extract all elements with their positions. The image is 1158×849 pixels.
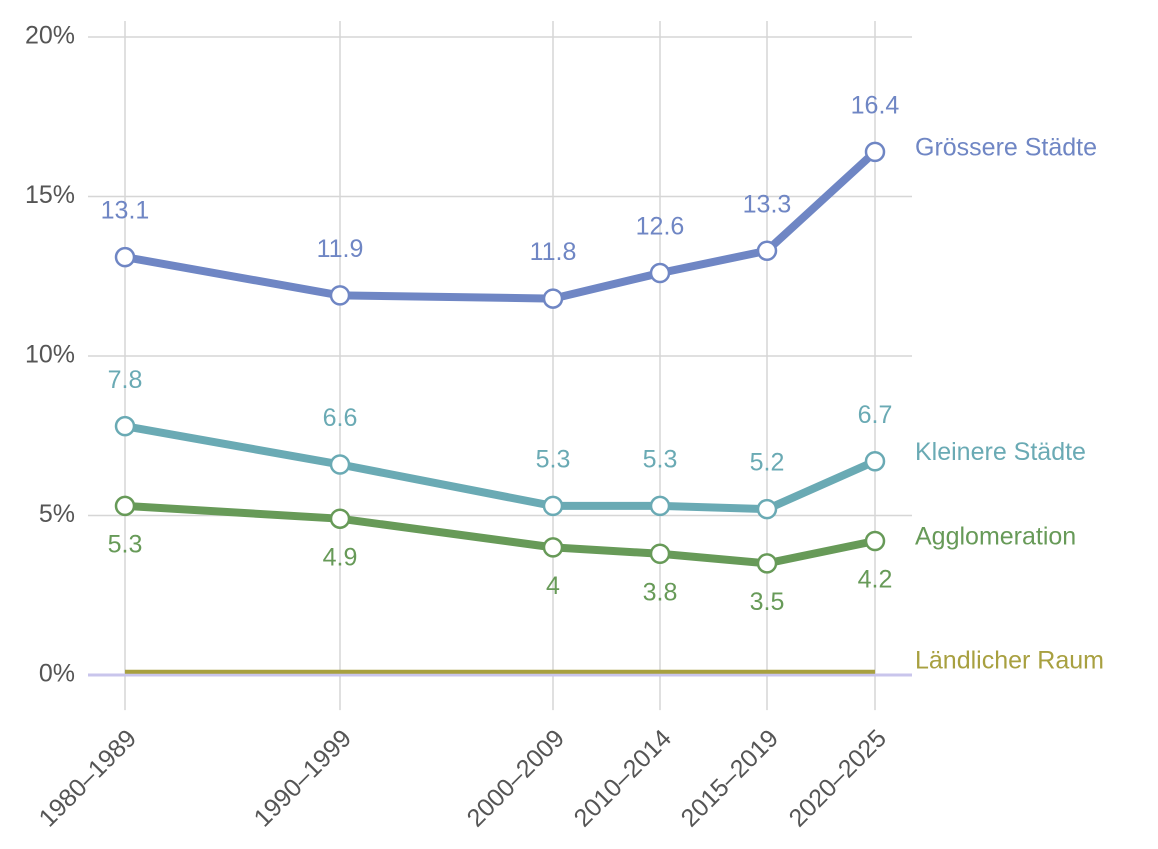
marker: [756, 240, 778, 261]
y-tick-label: 5%: [39, 500, 75, 528]
series-line: [124, 148, 878, 303]
marker: [542, 537, 564, 558]
data-label: 3.5: [750, 588, 785, 616]
marker: [542, 495, 564, 517]
marker: [114, 495, 136, 517]
data-label: 12.6: [636, 213, 685, 241]
data-label: 5.3: [108, 531, 143, 559]
data-label: 5.3: [643, 446, 678, 474]
marker: [114, 246, 136, 268]
series-label: Kleinere Städte: [915, 438, 1086, 466]
marker: [649, 543, 671, 565]
series-label: Agglomeration: [915, 523, 1076, 551]
x-tick-label: 2010–2014: [569, 724, 677, 832]
series-line: [124, 501, 876, 568]
data-label: 6.7: [858, 401, 893, 429]
series-label: Grössere Städte: [915, 133, 1097, 161]
marker: [649, 262, 671, 284]
y-tick-label: 15%: [25, 181, 75, 209]
data-label: 4.9: [323, 543, 358, 571]
marker: [864, 530, 886, 552]
x-tick-label: 2020–2025: [784, 724, 892, 832]
x-tick-label: 2000–2009: [462, 724, 570, 832]
marker: [864, 141, 886, 163]
data-label: 4.2: [858, 566, 893, 594]
marker: [114, 415, 136, 437]
marker: [329, 285, 351, 306]
marker: [329, 454, 351, 475]
marker: [542, 288, 564, 309]
data-label: 4: [546, 572, 560, 600]
marker: [864, 451, 886, 472]
data-label: 3.8: [643, 578, 678, 606]
data-label: 5.2: [750, 449, 785, 477]
data-label: 11.8: [530, 238, 577, 266]
data-label: 7.8: [108, 366, 143, 394]
marker: [756, 498, 778, 520]
y-tick-label: 10%: [25, 341, 75, 369]
data-label: 6.6: [323, 404, 358, 432]
y-tick-label: 20%: [25, 22, 75, 50]
x-tick-label: 1980–1989: [34, 724, 142, 832]
series-line: [124, 422, 877, 514]
data-label: 5.3: [536, 446, 571, 474]
marker: [329, 508, 351, 529]
data-label: 11.9: [317, 235, 364, 263]
x-tick-label: 1990–1999: [249, 724, 357, 832]
x-tick-label: 2015–2019: [676, 724, 784, 832]
series-label: Ländlicher Raum: [915, 646, 1104, 674]
marker: [649, 495, 671, 517]
y-tick-label: 0%: [39, 660, 75, 688]
marker: [756, 553, 778, 574]
data-label: 13.1: [101, 197, 150, 225]
data-label: 16.4: [851, 91, 900, 119]
data-label: 13.3: [743, 190, 792, 218]
